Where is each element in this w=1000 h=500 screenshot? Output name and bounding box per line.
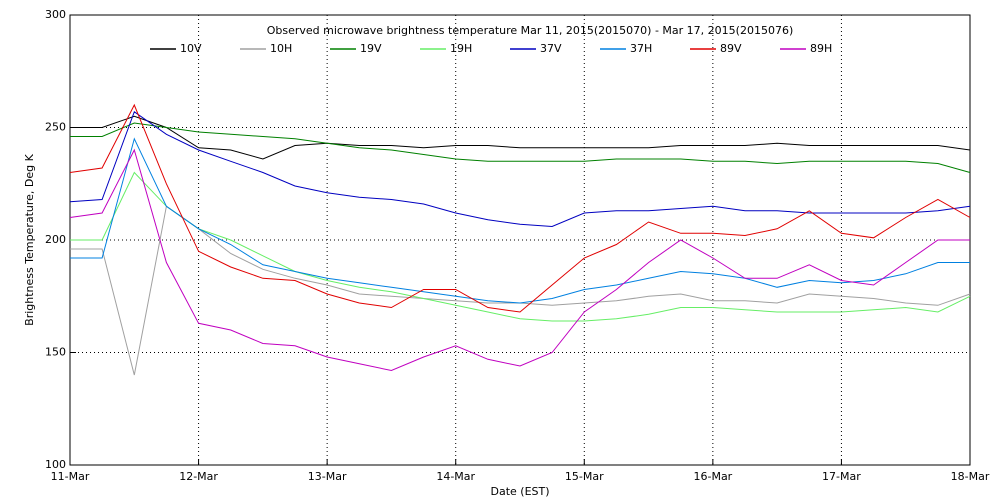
y-tick-label: 100: [45, 458, 66, 471]
legend-label: 19H: [450, 42, 472, 55]
legend-label: 37H: [630, 42, 652, 55]
x-tick-label: 13-Mar: [308, 470, 347, 483]
chart-title: Observed microwave brightness temperatur…: [267, 24, 794, 37]
x-tick-label: 12-Mar: [179, 470, 218, 483]
series-line: [69, 103, 971, 313]
x-tick-label: 16-Mar: [693, 470, 732, 483]
x-tick-label: 15-Mar: [565, 470, 604, 483]
y-tick-label: 250: [45, 121, 66, 134]
x-tick-label: 18-Mar: [951, 470, 990, 483]
x-tick-label: 11-Mar: [51, 470, 90, 483]
legend-label: 10V: [180, 42, 202, 55]
series-line: [70, 122, 971, 173]
y-axis-label: Brightness Temperature, Deg K: [23, 153, 36, 325]
series-line: [69, 148, 970, 372]
series-line: [69, 111, 971, 228]
series-line: [70, 115, 971, 160]
x-tick-label: 14-Mar: [436, 470, 475, 483]
legend-label: 89H: [810, 42, 832, 55]
y-tick-label: 300: [45, 8, 66, 21]
legend-label: 19V: [360, 42, 382, 55]
series-line: [70, 137, 970, 304]
legend-label: 89V: [720, 42, 742, 55]
y-tick-label: 200: [45, 233, 66, 246]
legend-label: 10H: [270, 42, 292, 55]
legend-label: 37V: [540, 42, 562, 55]
y-tick-label: 150: [45, 346, 66, 359]
series-line: [70, 171, 971, 322]
x-axis-label: Date (EST): [490, 485, 549, 498]
x-tick-label: 17-Mar: [822, 470, 861, 483]
